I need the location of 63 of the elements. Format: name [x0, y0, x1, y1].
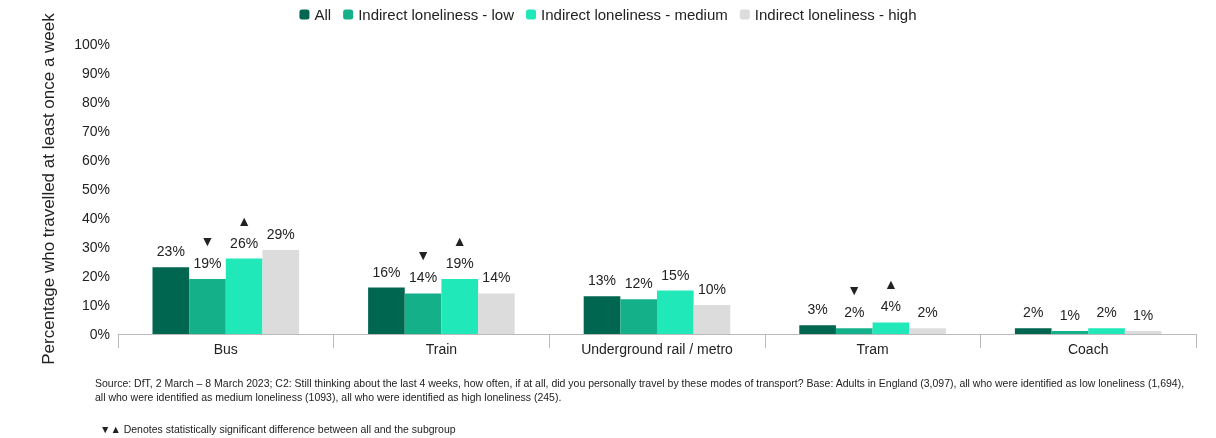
- bar: [1014, 328, 1052, 334]
- y-tick-label: 20%: [81, 268, 110, 284]
- legend-label: Indirect loneliness - low: [358, 6, 515, 23]
- data-label: 10%: [697, 281, 726, 297]
- bar: [583, 296, 621, 334]
- data-label: 1%: [1133, 307, 1154, 324]
- bar: [799, 325, 836, 334]
- y-tick-label: 100%: [74, 36, 110, 52]
- source-note: Source: DfT, 2 March – 8 March 2023; C2: Still thinking about the last 4 weeks, how often, if at all, did you personally travel by these modes of transport? Base: Adults in England (3,097), all who were identified as low loneliness (1,694), all who were identified as medium loneliness (1093), all who were identified as high loneliness (245).: [95, 377, 1188, 403]
- data-label: 1%: [1059, 307, 1080, 324]
- data-label: 2%: [1023, 304, 1044, 321]
- bar: [1051, 331, 1089, 334]
- y-tick-label: 30%: [81, 239, 110, 255]
- bar: [189, 278, 226, 334]
- data-label: ▲ 4%: [880, 276, 902, 315]
- bar: [441, 278, 479, 334]
- data-label: 2%: [1096, 304, 1117, 321]
- x-tick-label: Tram: [856, 341, 889, 357]
- y-axis-title: Percentage who travelled at least once a week: [38, 12, 58, 365]
- y-tick-label: 50%: [81, 181, 110, 197]
- bar: [1124, 331, 1162, 334]
- data-label: 2%: [917, 304, 938, 321]
- data-label: ▲ 19%: [445, 232, 474, 271]
- legend-label: Indirect loneliness - medium: [541, 6, 728, 23]
- data-label: 15%: [661, 266, 690, 283]
- text: ▼▲ Denotes statistically significant difference between all and the subgroup: [100, 423, 456, 435]
- bar: [152, 267, 190, 334]
- data-label: 29%: [266, 225, 295, 242]
- data-label: 23%: [156, 243, 185, 260]
- data-label: ▲ 26%: [230, 212, 259, 251]
- y-tick-label: 70%: [81, 123, 110, 139]
- y-tick-label: 10%: [81, 297, 110, 313]
- bar: [1088, 328, 1125, 334]
- legend-label: Indirect loneliness - high: [754, 6, 917, 23]
- x-tick-label: Coach: [1067, 341, 1109, 357]
- data-label: 3%: [807, 301, 828, 318]
- bar: [693, 305, 731, 334]
- bar: [478, 293, 515, 334]
- bar: [835, 328, 873, 334]
- bar: [225, 258, 263, 334]
- bar: [368, 287, 405, 334]
- data-label: 16%: [372, 263, 401, 280]
- data-label: 13%: [588, 272, 617, 289]
- bar: [262, 249, 300, 334]
- bar: [872, 322, 910, 334]
- data-label: 12%: [624, 275, 653, 292]
- y-tick-label: 90%: [81, 65, 110, 81]
- x-tick-label: Bus: [213, 341, 238, 357]
- y-tick-label: 60%: [81, 152, 110, 168]
- bar: [657, 290, 694, 334]
- legend-label: All: [314, 6, 332, 23]
- bar: [909, 328, 946, 334]
- data-label: ▼ 19%: [193, 232, 222, 271]
- bar: [404, 293, 442, 334]
- y-tick-label: 40%: [81, 210, 110, 226]
- data-label: ▼ 14%: [409, 247, 438, 286]
- x-tick-label: Underground rail / metro: [581, 341, 734, 357]
- y-tick-label: 80%: [81, 94, 110, 110]
- bar: [620, 299, 657, 334]
- data-label: ▼ 2%: [844, 282, 865, 321]
- data-label: 14%: [482, 269, 511, 286]
- x-tick-label: Train: [425, 341, 458, 357]
- y-tick-label: 0%: [89, 326, 110, 342]
